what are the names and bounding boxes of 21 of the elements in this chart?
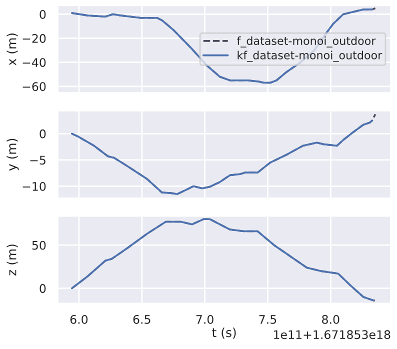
y-tick-label: 0: [40, 10, 46, 19]
x-tick-label: 6.5: [133, 314, 150, 324]
x-tick-label: 6.0: [70, 314, 88, 324]
y-axis-title: z (m): [6, 244, 18, 276]
legend-label: kf_dataset-monoi_outdoor: [238, 50, 382, 62]
y-tick-label: 0: [40, 284, 46, 293]
x-axis-title: t (s): [212, 328, 236, 339]
y-tick-label: −60: [22, 82, 46, 92]
x-tick-label: 7.0: [196, 314, 214, 324]
text: 1e11+1.671853e18: [274, 330, 390, 340]
y-axis-title: y (m): [6, 138, 19, 171]
y-axis-title: x (m): [6, 34, 18, 66]
y-tick-label: −5: [30, 156, 46, 165]
x-tick-label: 8.0: [322, 314, 340, 324]
y-tick-label: 0: [40, 129, 46, 138]
y-tick-label: −40: [22, 58, 46, 67]
legend-label: f_dataset-monoi_outdoor: [236, 36, 376, 48]
x-tick-label: 7.5: [259, 315, 276, 324]
y-tick-label: −10: [22, 182, 46, 191]
y-tick-label: −20: [22, 34, 46, 43]
y-tick-label: 50: [32, 240, 46, 250]
